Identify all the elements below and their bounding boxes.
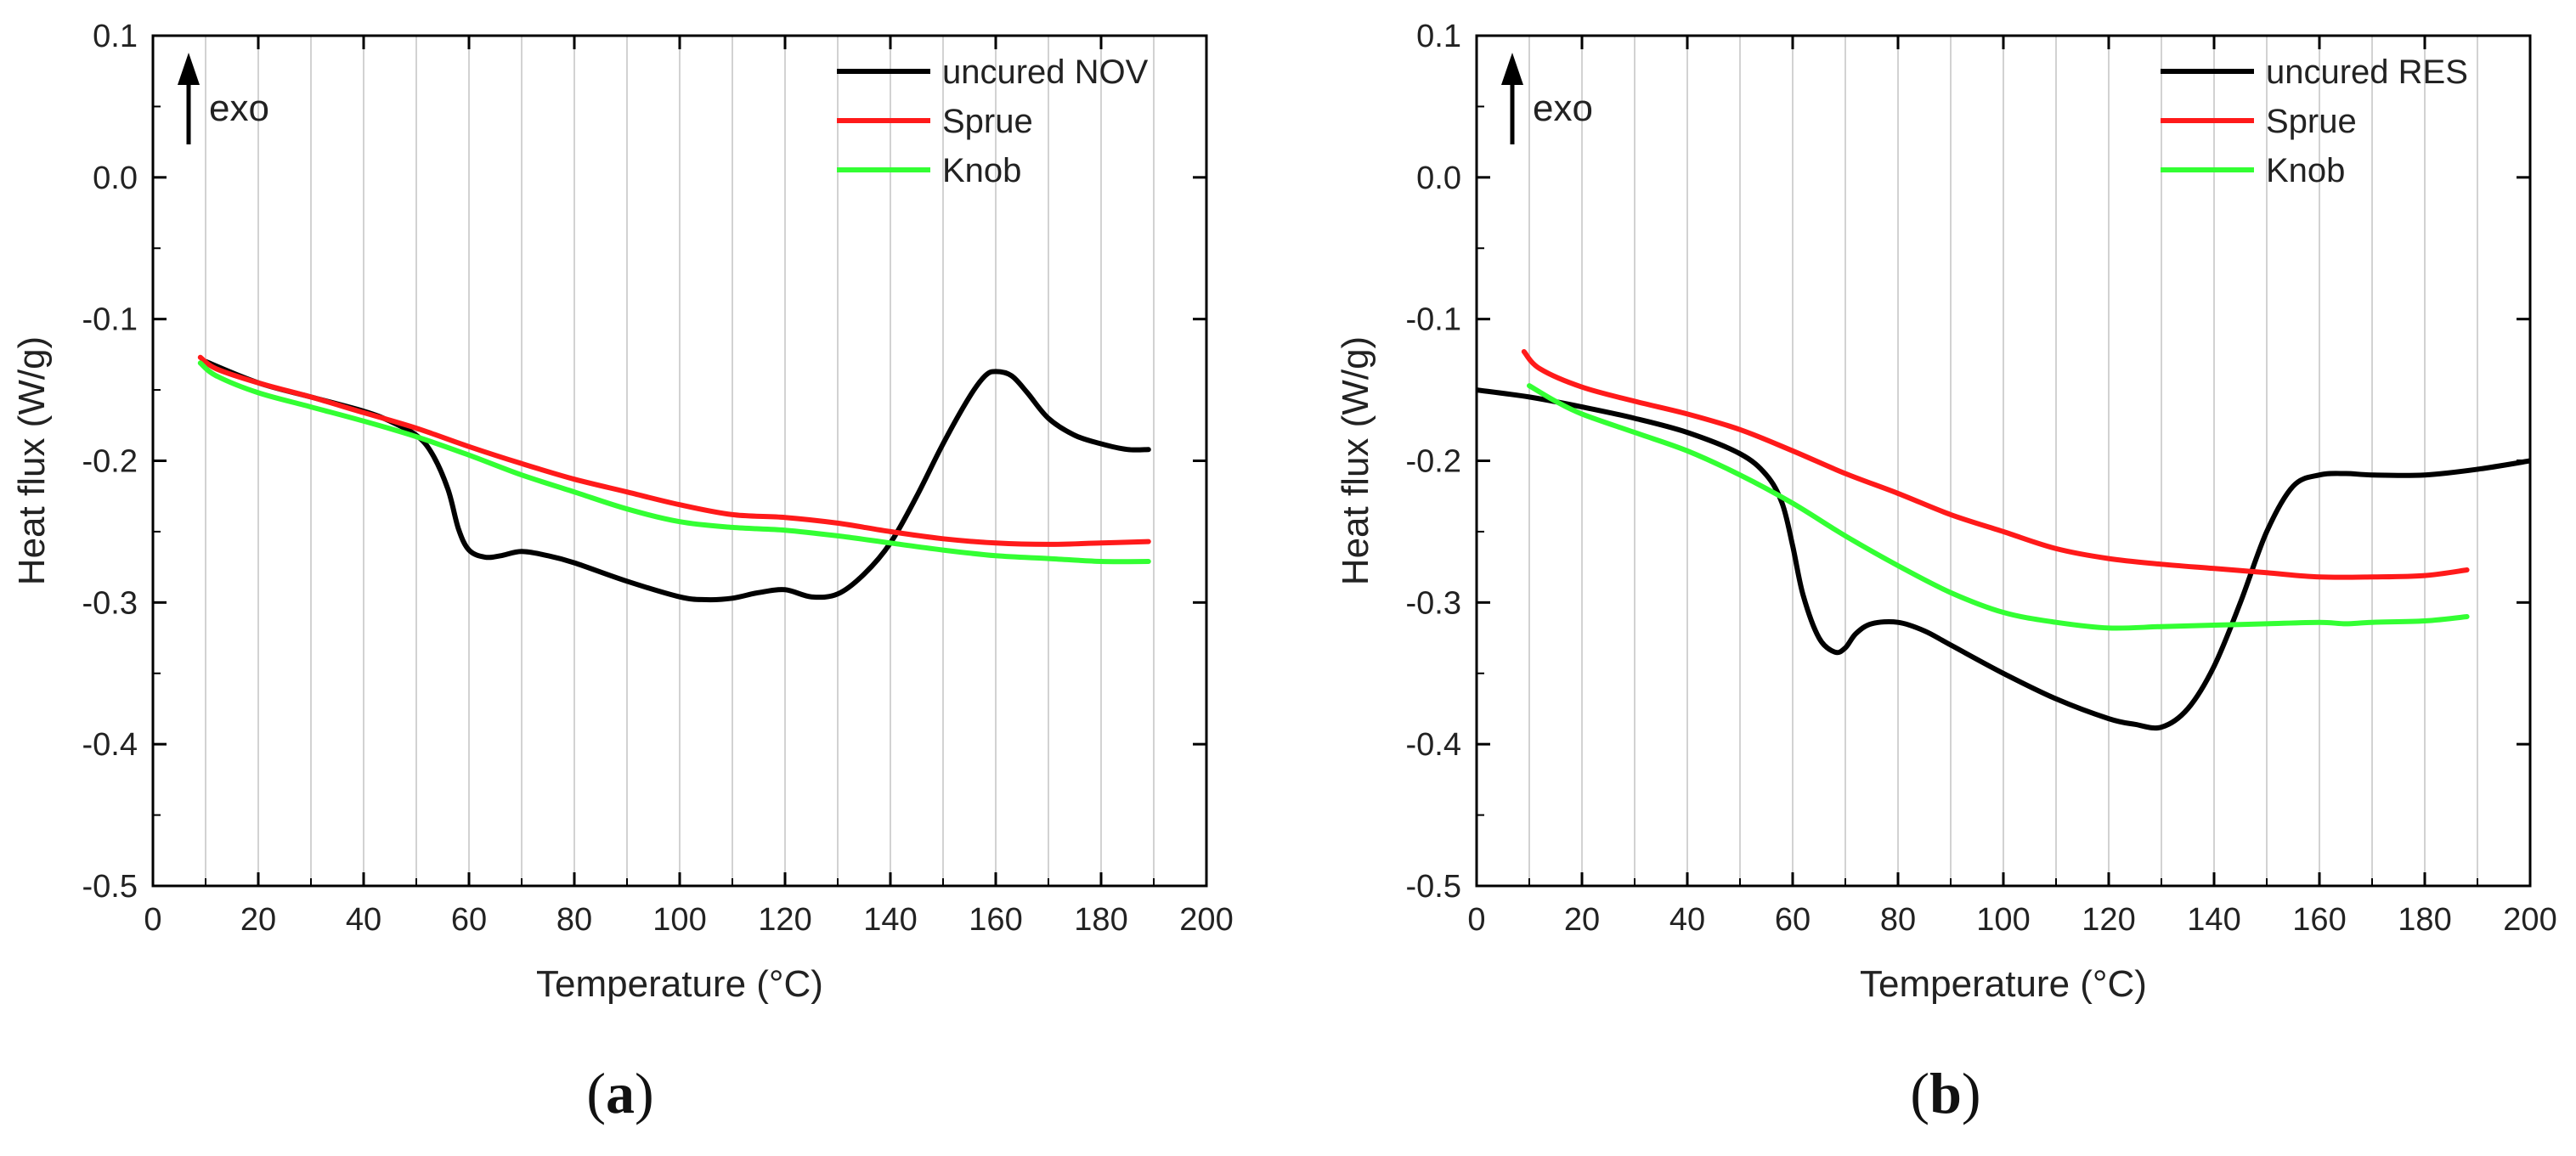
panel-b-x-tick-label: 200 [2503,902,2556,938]
panel-a-y-tick-label: -0.5 [82,869,138,905]
panel-a-legend-label: Knob [942,152,1021,189]
panel-b-x-tick-label: 60 [1775,902,1811,938]
panel-a-label: (a) [586,1061,653,1125]
panel-a-x-tick-label: 200 [1179,902,1233,938]
panel-b-x-tick-label: 120 [2082,902,2135,938]
panel-b-series-line-knob [1527,383,2470,631]
panel-b-legend-label: Knob [2266,152,2345,189]
panel-a-y-tick-label: 0.0 [93,161,138,196]
panel-b-x-tick-label: 160 [2292,902,2346,938]
panel-a-exo-annotation: exo [209,87,269,129]
panel-a-x-axis-title: Temperature (°C) [536,963,823,1005]
panel-b-exo-arrowhead-icon [1501,53,1523,85]
panel-a-x-tick-label: 40 [346,902,381,938]
panel-b-label: (b) [1910,1061,1980,1125]
panel-b-y-tick-label: -0.1 [1406,302,1461,338]
panel-b-y-tick-label: -0.5 [1406,869,1461,905]
chart-panel-a: 0 20 40 60 80 100 120 140 160 180 200 -0.5 -0.4 -0.3 -… [11,19,1234,1125]
panel-b-x-tick-label: 180 [2398,902,2451,938]
panel-a-y-tick-label: 0.1 [93,19,138,54]
panel-b-gridlines [1528,36,2478,886]
panel-a-series-group [197,354,1151,603]
panel-b-y-tick-label: 0.0 [1416,161,1461,196]
panel-b-y-tick-label: -0.2 [1406,444,1461,480]
panel-a-x-tick-label: 180 [1074,902,1127,938]
panel-b-legend-label: Sprue [2266,103,2357,140]
chart-panel-b: 0 20 40 60 80 100 120 140 160 180 200 -0.5 -0.4 -0.3 -… [1335,19,2557,1125]
panel-b-y-tick-label: 0.1 [1416,19,1461,54]
panel-b-exo-annotation: exo [1533,87,1593,129]
panel-b-y-tick-label: -0.4 [1406,727,1461,763]
panel-b-y-axis-title: Heat flux (W/g) [1335,336,1376,585]
panel-a-x-tick-label: 60 [451,902,487,938]
panel-a-gridlines [205,36,1155,886]
panel-a-y-axis-title: Heat flux (W/g) [11,336,53,585]
panel-a-legend-label: uncured NOV [942,54,1149,91]
panel-a-x-tick-label: 100 [652,902,706,938]
panel-b-x-axis-title: Temperature (°C) [1860,963,2147,1005]
panel-b-x-tick-label: 20 [1564,902,1600,938]
panel-b-x-tick-label: 40 [1669,902,1705,938]
panel-a-x-tick-label: 140 [863,902,917,938]
panel-b-legend-label: uncured RES [2266,54,2468,91]
panel-a-exo-arrowhead-icon [178,53,200,85]
panel-a-x-tick-label: 80 [556,902,592,938]
panel-a-x-tick-label: 0 [144,902,161,938]
panel-a-y-tick-label: -0.3 [82,585,138,621]
panel-b-series-line-sprue [1521,349,2470,580]
panel-b-x-tick-label: 80 [1880,902,1916,938]
panel-a-legend-label: Sprue [942,103,1033,140]
panel-a-x-tick-label: 120 [758,902,811,938]
panel-a-series-line-sprue [197,354,1151,547]
panel-a-y-tick-label: -0.1 [82,302,138,338]
panel-a-series-line-uncured-nov [203,358,1151,603]
panel-a-legend: uncured NOV Sprue Knob [837,54,1149,189]
panel-b-x-tick-label: 140 [2187,902,2240,938]
panel-a-x-tick-label: 160 [969,902,1022,938]
panel-a-x-tick-label: 20 [240,902,276,938]
panel-b-series-group [1477,349,2530,731]
panel-b-x-tick-label: 0 [1467,902,1485,938]
panel-b-legend: uncured RES Sprue Knob [2161,54,2468,189]
panel-a-series-line-knob [197,360,1151,565]
panel-b-series-line-uncured-res [1477,387,2530,731]
panel-a-y-tick-label: -0.2 [82,444,138,480]
panel-b-x-tick-label: 100 [1976,902,2030,938]
panel-b-y-tick-label: -0.3 [1406,585,1461,621]
panel-a-y-tick-label: -0.4 [82,727,138,763]
